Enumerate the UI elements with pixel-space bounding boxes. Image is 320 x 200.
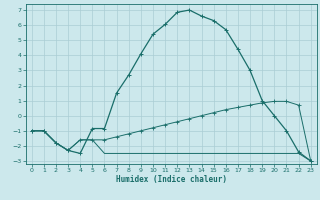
X-axis label: Humidex (Indice chaleur): Humidex (Indice chaleur) <box>116 175 227 184</box>
